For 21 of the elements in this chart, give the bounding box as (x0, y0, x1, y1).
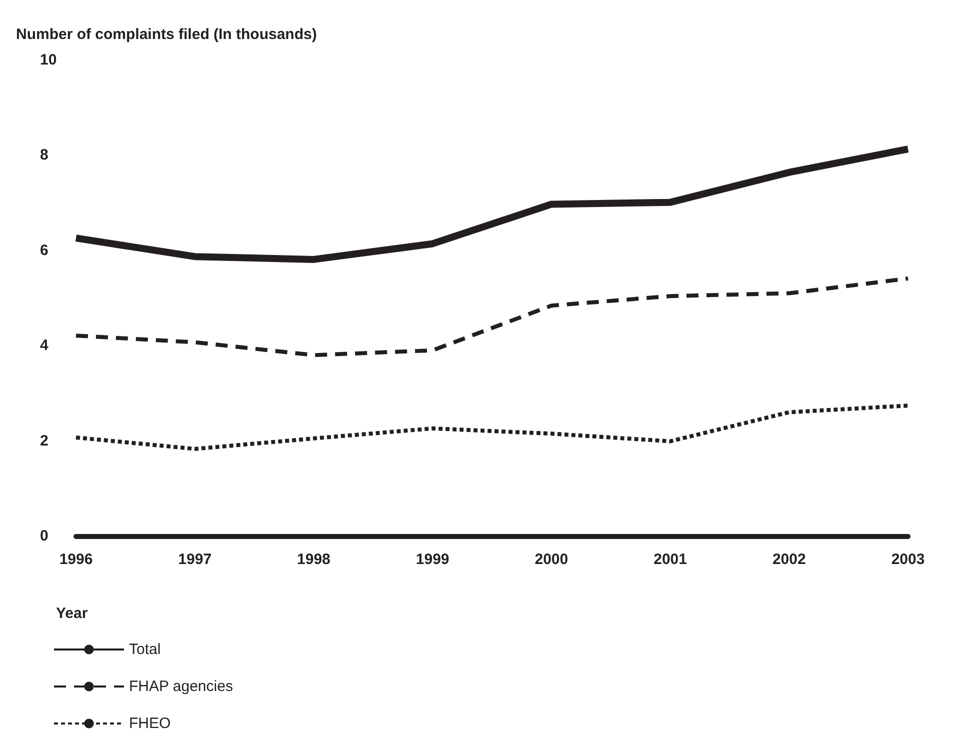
y-tick-label: 6 (40, 242, 48, 259)
legend-label: FHAP agencies (129, 678, 233, 695)
x-tick-label: 2001 (654, 551, 687, 568)
y-tick-label: 8 (40, 146, 48, 164)
legend-label: Total (129, 641, 161, 658)
y-tick-label: 4 (40, 337, 49, 354)
legend-label: FHEO (129, 715, 171, 732)
y-tick-label: 0 (40, 528, 48, 544)
y-tick-label: 10 (40, 52, 57, 68)
x-tick-label: 2002 (772, 551, 806, 568)
line-series (74, 404, 910, 451)
x-tick-label: 2003 (891, 551, 925, 568)
x-tick-label: 2000 (534, 551, 568, 568)
x-tick-label: 1996 (59, 551, 93, 568)
line-series (74, 276, 910, 358)
y-tick-label: 2 (40, 432, 48, 450)
x-tick-label: 1998 (297, 551, 330, 568)
y-axis-title: Number of complaints filed (In thousands) (16, 26, 317, 43)
x-axis-title: Year (56, 605, 88, 622)
x-tick-label: 1997 (178, 551, 212, 568)
x-tick-label: 1999 (416, 551, 450, 568)
